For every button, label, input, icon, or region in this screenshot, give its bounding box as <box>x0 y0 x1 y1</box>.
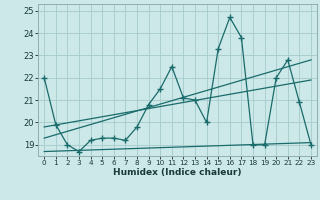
X-axis label: Humidex (Indice chaleur): Humidex (Indice chaleur) <box>113 168 242 177</box>
